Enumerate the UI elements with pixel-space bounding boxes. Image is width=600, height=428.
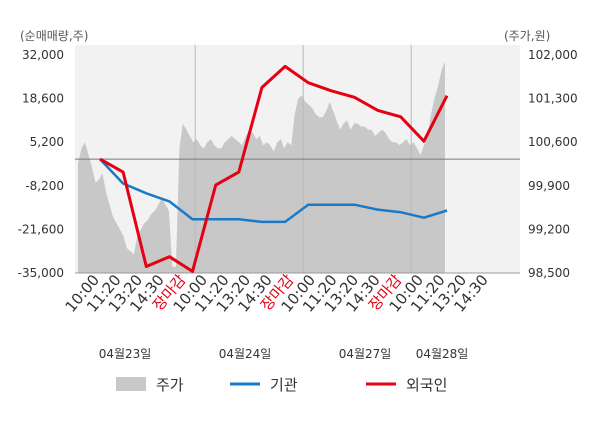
right-axis: 102,000 101,300 100,600 99,900 99,200 98,500 <box>528 48 578 280</box>
date-label: 04월23일 <box>99 347 152 361</box>
legend-swatch <box>116 377 146 391</box>
right-axis-unit: (주가,원) <box>504 29 550 43</box>
series-line <box>99 64 449 273</box>
left-axis: 32,000 18,600 5,200 -8,200 -21,600 -35,000 <box>18 48 64 280</box>
series-lines <box>99 64 449 273</box>
date-label: 04월28일 <box>416 347 469 361</box>
series-line <box>99 158 448 224</box>
price-area <box>78 61 445 274</box>
legend-label: 외국인 <box>406 376 447 394</box>
left-tick-label: -35,000 <box>18 266 64 280</box>
right-tick-label: 101,300 <box>528 92 578 106</box>
left-tick-label: -8,200 <box>25 179 64 193</box>
grid-layer <box>75 45 520 274</box>
left-axis-unit: (순매매량,주) <box>20 29 88 43</box>
price-area-layer <box>78 61 445 274</box>
right-tick-label: 100,600 <box>528 135 578 149</box>
date-label: 04월27일 <box>339 347 392 361</box>
right-tick-label: 99,200 <box>528 222 570 236</box>
legend: 주가 기관 외국인 <box>116 376 447 394</box>
left-tick-label: 5,200 <box>30 135 64 149</box>
date-labels: 04월23일 04월24일 04월27일 04월28일 <box>99 347 469 361</box>
left-tick-label: 32,000 <box>22 48 64 62</box>
date-label: 04월24일 <box>219 347 272 361</box>
legend-label: 주가 <box>156 376 184 394</box>
legend-label: 기관 <box>270 376 298 394</box>
right-tick-label: 102,000 <box>528 48 578 62</box>
right-tick-label: 98,500 <box>528 266 570 280</box>
right-tick-label: 99,900 <box>528 179 570 193</box>
left-tick-label: 18,600 <box>22 92 64 106</box>
x-axis-ticks: 10:0011:2013:2014:30장마감10:0011:2013:2014… <box>61 271 491 316</box>
left-tick-label: -21,600 <box>18 222 64 236</box>
